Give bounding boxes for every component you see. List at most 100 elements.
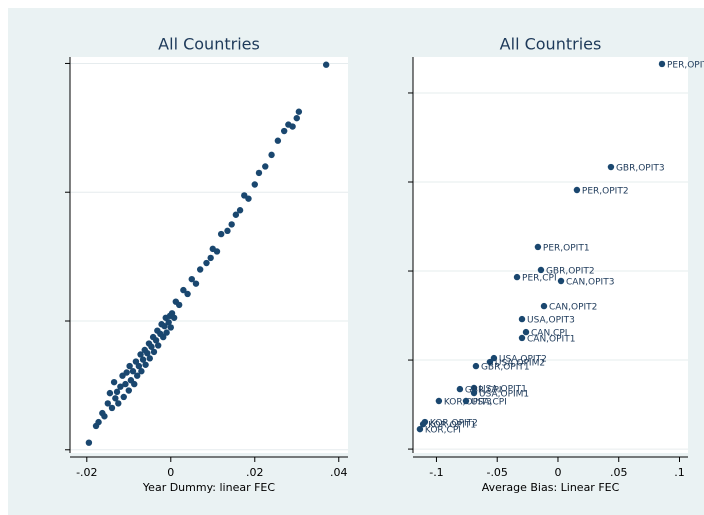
- point-label: KOR,OPIT1: [428, 421, 476, 431]
- point: [165, 319, 172, 326]
- point: [175, 301, 183, 309]
- point: [112, 395, 119, 402]
- plot-area: [70, 57, 348, 453]
- x-tick-label: .04: [330, 466, 348, 479]
- point: [163, 329, 170, 336]
- point: [137, 351, 144, 358]
- x-tick-label: -.1: [429, 466, 443, 479]
- point: [513, 273, 521, 281]
- point-label: KOR,OPIT2: [430, 419, 478, 429]
- point-label: USA,CPI: [471, 398, 507, 408]
- point: [203, 259, 210, 267]
- point: [472, 362, 480, 370]
- point: [224, 227, 231, 235]
- point-label: CAN,OPIT3: [566, 277, 614, 287]
- point: [470, 389, 478, 397]
- point-label: USA,OPIT1: [479, 385, 527, 395]
- point: [274, 137, 282, 144]
- point: [518, 334, 526, 342]
- point: [537, 266, 545, 274]
- point: [322, 61, 330, 68]
- point: [207, 254, 214, 262]
- point: [160, 333, 167, 341]
- point: [154, 342, 162, 349]
- point: [85, 439, 93, 446]
- point-label: GBR,CPI: [465, 386, 502, 396]
- x-tick-label: 0: [167, 466, 174, 479]
- point: [123, 369, 130, 376]
- x-tick-label: -.02: [76, 466, 97, 479]
- point: [228, 221, 235, 228]
- point-label: CAN,CPI: [531, 329, 567, 339]
- point: [470, 384, 478, 392]
- point: [148, 343, 155, 350]
- point: [122, 380, 129, 388]
- point: [170, 314, 178, 321]
- x-tick-label: .02: [246, 466, 264, 479]
- point-label: PER,OPIT3: [667, 60, 704, 70]
- point: [255, 169, 263, 177]
- point-label: PER,OPIT1: [543, 243, 590, 253]
- point: [120, 393, 127, 401]
- point: [139, 356, 147, 363]
- chart-title: All Countries: [500, 35, 602, 54]
- point: [435, 397, 443, 405]
- point: [293, 114, 300, 122]
- point: [110, 378, 118, 386]
- point: [557, 277, 565, 285]
- point: [184, 290, 191, 298]
- point-label: PER,CPI: [522, 274, 557, 284]
- point-label: CAN,OPIT2: [549, 303, 597, 313]
- point: [534, 243, 542, 251]
- point: [280, 127, 288, 135]
- x-axis-title: Average Bias: Linear FEC: [482, 481, 620, 494]
- point: [167, 324, 174, 331]
- point: [104, 400, 111, 407]
- point: [251, 181, 258, 188]
- point: [295, 108, 303, 115]
- point: [236, 207, 244, 214]
- x-tick-label: .1: [674, 466, 685, 479]
- point: [416, 425, 424, 433]
- point: [196, 266, 204, 273]
- point: [456, 385, 464, 393]
- point: [213, 248, 221, 255]
- point: [115, 400, 122, 407]
- point: [117, 383, 124, 390]
- point: [142, 361, 149, 368]
- point: [245, 195, 252, 202]
- x-axis-title: Year Dummy: linear FEC: [142, 481, 275, 494]
- point: [658, 60, 666, 68]
- chart-title: All Countries: [158, 35, 260, 54]
- point: [152, 337, 160, 344]
- point: [133, 372, 141, 379]
- point-label: USA,OPIM1: [479, 389, 529, 399]
- point: [268, 151, 275, 159]
- point: [138, 368, 145, 375]
- point: [192, 280, 200, 287]
- point: [607, 163, 615, 171]
- point: [135, 362, 143, 370]
- plot-area: [413, 57, 688, 453]
- point: [217, 230, 225, 238]
- point-label: KOR,CPI: [425, 426, 461, 436]
- x-tick-label: -.05: [486, 466, 507, 479]
- point: [146, 355, 153, 362]
- point: [522, 328, 530, 336]
- point: [129, 368, 137, 375]
- point: [113, 388, 121, 396]
- point: [101, 413, 108, 420]
- point: [540, 302, 548, 310]
- point-label: USA,OPIT2: [499, 355, 547, 365]
- point: [232, 211, 240, 218]
- x-tick-label: .05: [610, 466, 628, 479]
- point: [131, 380, 138, 388]
- point-label: USA,OPIT3: [527, 316, 575, 326]
- point: [132, 358, 140, 365]
- point-label: GBR,OPIT2: [546, 266, 595, 276]
- point: [125, 387, 132, 394]
- point: [161, 322, 168, 330]
- point: [188, 275, 195, 283]
- point: [573, 186, 581, 194]
